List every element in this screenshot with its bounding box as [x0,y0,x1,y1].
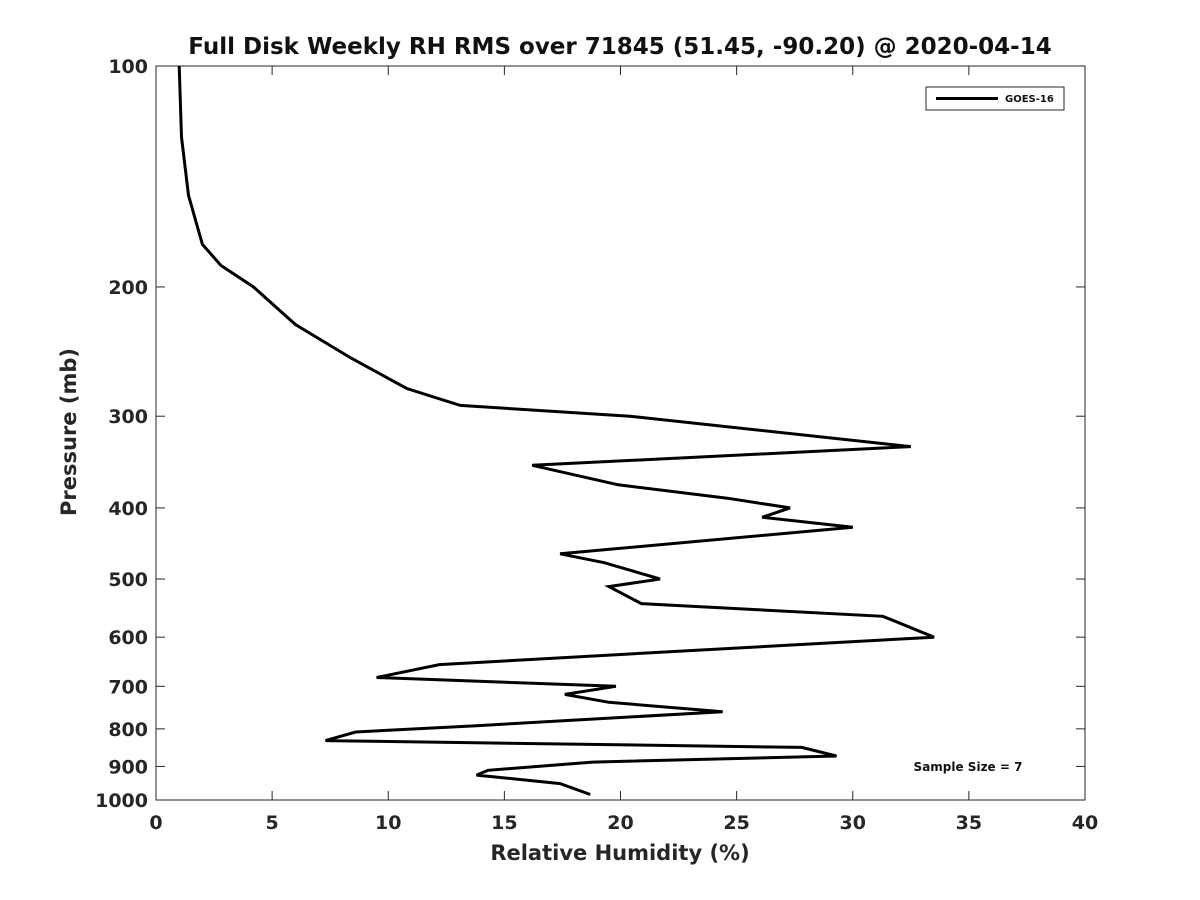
chart-title: Full Disk Weekly RH RMS over 71845 (51.4… [188,34,1051,60]
y-axis: 100 200 300 400 500 600 700 800 900 1000 [95,56,1085,812]
y-tick-label: 500 [108,569,148,591]
x-tick-label: 30 [840,812,866,834]
legend-entry-goes-16: GOES-16 [1005,94,1054,105]
y-tick-label: 300 [108,406,148,428]
sample-size-annotation: Sample Size = 7 [914,760,1023,774]
y-tick-label: 100 [108,56,148,78]
x-tick-label: 15 [491,812,517,834]
x-tick-label: 10 [375,812,401,834]
x-axis-label: Relative Humidity (%) [490,841,749,865]
y-tick-label: 400 [108,498,148,520]
axes-box [155,65,1086,801]
x-tick-label: 35 [956,812,982,834]
x-tick-label: 20 [607,812,633,834]
y-tick-label: 600 [108,627,148,649]
x-axis: 0 5 10 15 20 25 30 35 40 [149,66,1098,834]
y-tick-label: 200 [108,277,148,299]
y-tick-label: 800 [108,719,148,741]
y-tick-label: 900 [108,756,148,778]
x-tick-label: 5 [266,812,279,834]
series-line-goes-16 [177,65,935,796]
y-axis-label: Pressure (mb) [57,348,81,516]
plot-area [155,65,1086,801]
y-tick-label: 1000 [95,790,148,812]
legend: GOES-16 [925,86,1065,111]
x-tick-label: 25 [723,812,749,834]
x-tick-label: 0 [149,812,162,834]
y-tick-label: 700 [108,676,148,698]
x-tick-label: 40 [1072,812,1098,834]
